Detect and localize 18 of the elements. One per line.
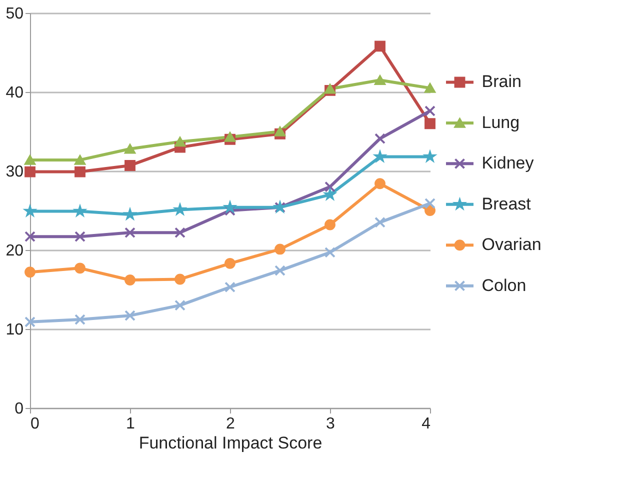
legend-label: Ovarian bbox=[482, 235, 542, 254]
x-tick-label: 0 bbox=[30, 416, 40, 432]
y-tick-label: 10 bbox=[6, 322, 24, 338]
x-tick-label: 3 bbox=[326, 416, 336, 432]
y-tick-label: 20 bbox=[6, 242, 24, 260]
x-tick-label: 4 bbox=[422, 416, 431, 432]
y-tick-label: 30 bbox=[6, 164, 24, 180]
y-tick-label: 0 bbox=[14, 400, 24, 418]
legend-label: Brain bbox=[482, 72, 522, 92]
x-tick-label: 1 bbox=[126, 416, 136, 432]
y-tick-label: 50 bbox=[6, 6, 24, 22]
y-tick-label: 40 bbox=[6, 84, 24, 102]
legend-label: Lung bbox=[482, 112, 520, 132]
legend-label: Breast bbox=[482, 194, 532, 214]
x-tick-label: 2 bbox=[226, 416, 236, 432]
x-axis-title: Functional Impact Score bbox=[138, 434, 322, 452]
legend-label: Kidney bbox=[482, 154, 534, 173]
legend-label: Colon bbox=[482, 276, 526, 295]
